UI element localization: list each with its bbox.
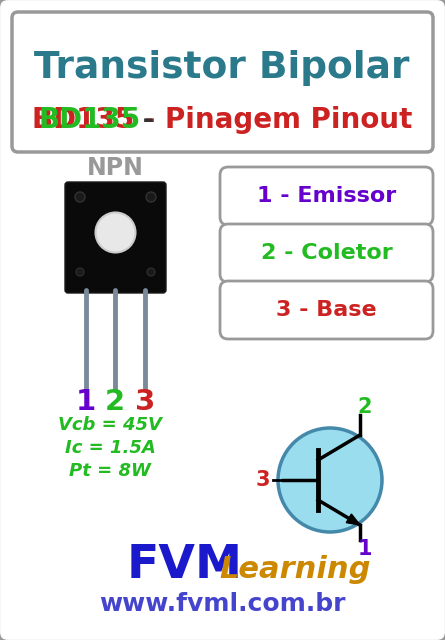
Circle shape	[96, 212, 135, 253]
Text: Learning: Learning	[219, 556, 371, 584]
Circle shape	[146, 192, 156, 202]
Text: 3: 3	[256, 470, 270, 490]
Text: 2: 2	[105, 388, 125, 416]
FancyBboxPatch shape	[220, 224, 433, 282]
FancyBboxPatch shape	[220, 281, 433, 339]
Circle shape	[76, 268, 84, 276]
FancyBboxPatch shape	[65, 182, 166, 293]
Text: NPN: NPN	[87, 156, 143, 180]
Text: 2 - Coletor: 2 - Coletor	[261, 243, 392, 263]
Polygon shape	[346, 514, 360, 525]
Text: www.fvml.com.br: www.fvml.com.br	[99, 592, 345, 616]
Text: 3 - Base: 3 - Base	[276, 300, 377, 320]
Text: BD135 - Pinagem Pinout: BD135 - Pinagem Pinout	[32, 106, 412, 134]
FancyBboxPatch shape	[12, 12, 433, 152]
Text: 1: 1	[358, 539, 372, 559]
Text: 3: 3	[135, 388, 155, 416]
Text: 1: 1	[76, 388, 96, 416]
FancyBboxPatch shape	[220, 167, 433, 225]
Text: 1 - Emissor: 1 - Emissor	[257, 186, 396, 206]
Text: Vcb = 45V: Vcb = 45V	[58, 416, 162, 434]
Circle shape	[75, 192, 85, 202]
Text: Transistor Bipolar: Transistor Bipolar	[34, 50, 410, 86]
Text: Ic = 1.5A: Ic = 1.5A	[65, 439, 155, 457]
Text: Pt = 8W: Pt = 8W	[69, 462, 151, 480]
Text: FVM: FVM	[127, 543, 243, 589]
Text: 2: 2	[358, 397, 372, 417]
Circle shape	[147, 268, 155, 276]
Text: -: -	[133, 106, 163, 134]
Text: BD135: BD135	[39, 106, 141, 134]
Circle shape	[278, 428, 382, 532]
